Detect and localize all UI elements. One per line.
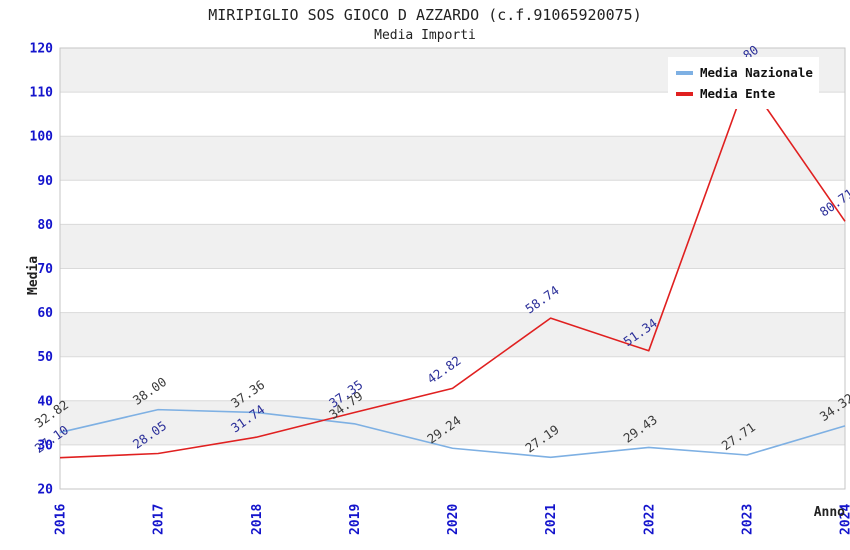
x-tick-label: 2023 bbox=[740, 504, 755, 535]
page-subtitle: Media Importi bbox=[374, 28, 476, 43]
plot-border bbox=[59, 47, 846, 490]
page-title: MIRIPIGLIO SOS GIOCO D AZZARDO (c.f.9106… bbox=[208, 6, 642, 24]
x-tick-label: 2024 bbox=[839, 504, 850, 535]
legend-label: Media Nazionale bbox=[700, 65, 813, 80]
legend-item-media-nazionale: Media Nazionale bbox=[676, 62, 813, 83]
y-tick-label: 20 bbox=[37, 483, 53, 498]
line-media-ente bbox=[59, 78, 846, 459]
band bbox=[60, 180, 845, 225]
legend: Media Nazionale Media Ente bbox=[668, 57, 819, 109]
legend-label: Media Ente bbox=[700, 86, 776, 101]
x-tick-label: 2019 bbox=[348, 504, 363, 535]
y-tick-label: 100 bbox=[30, 130, 54, 145]
band bbox=[60, 400, 845, 445]
band bbox=[60, 356, 845, 401]
band bbox=[60, 136, 845, 181]
y-axis-tick-labels: 20 30 40 50 60 70 80 90 100 110 120 bbox=[30, 42, 54, 498]
legend-item-media-ente: Media Ente bbox=[676, 83, 813, 104]
y-tick-label: 110 bbox=[30, 86, 54, 101]
line-media-nazionale bbox=[59, 408, 846, 459]
y-axis-title: Media bbox=[26, 256, 41, 295]
x-axis-title: Anno bbox=[814, 505, 845, 520]
legend-line-marker-nazionale bbox=[676, 70, 693, 75]
y-tick-label: 90 bbox=[37, 174, 53, 189]
y-tick-label: 50 bbox=[37, 350, 53, 365]
band bbox=[60, 224, 845, 269]
x-axis-tick-labels: 2016 2017 2018 2019 2020 2021 2022 2023 2024 bbox=[54, 504, 850, 535]
gridlines bbox=[60, 91, 845, 446]
y-tick-label: 30 bbox=[37, 438, 53, 453]
x-tick-label: 2022 bbox=[642, 504, 657, 535]
x-tick-label: 2020 bbox=[446, 504, 461, 535]
series-lines bbox=[59, 78, 846, 459]
x-tick-label: 2018 bbox=[250, 504, 265, 535]
y-tick-label: 80 bbox=[37, 218, 53, 233]
y-tick-label: 70 bbox=[37, 262, 53, 277]
y-tick-label: 40 bbox=[37, 394, 53, 409]
background-bands bbox=[60, 48, 845, 489]
x-tick-label: 2021 bbox=[544, 504, 559, 535]
band bbox=[60, 268, 845, 313]
band bbox=[60, 312, 845, 357]
x-tick-label: 2017 bbox=[152, 504, 167, 535]
y-tick-label: 120 bbox=[30, 42, 54, 57]
x-tick-label: 2016 bbox=[54, 504, 69, 535]
y-tick-label: 60 bbox=[37, 306, 53, 321]
legend-line-marker-ente bbox=[676, 91, 693, 96]
plot-area-border bbox=[59, 47, 846, 490]
